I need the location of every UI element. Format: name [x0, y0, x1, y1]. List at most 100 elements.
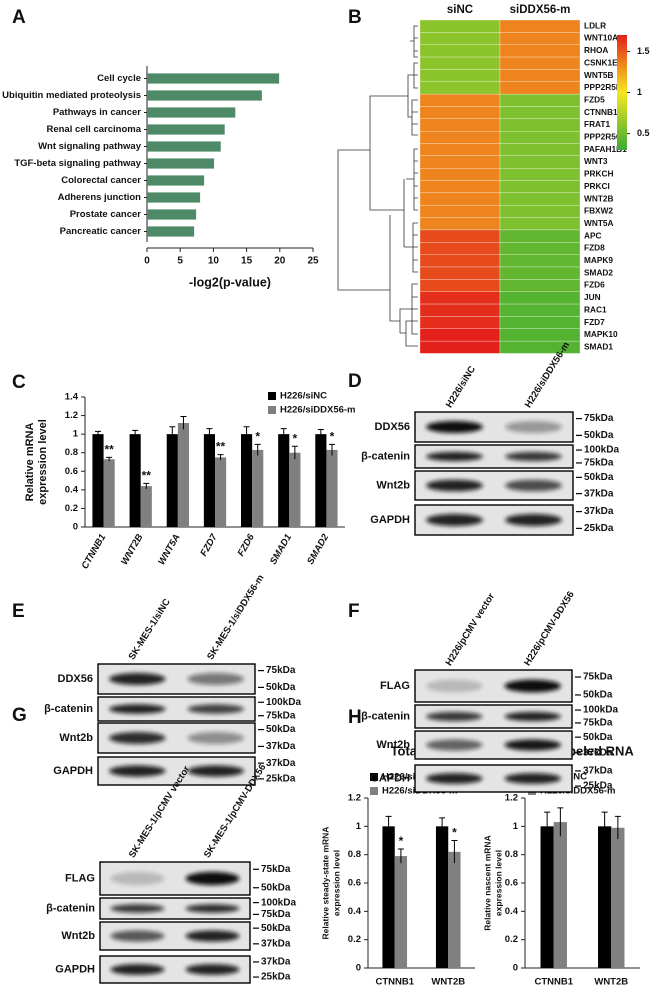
row-label: PRKCI	[584, 181, 610, 191]
marker-label: 50kDa	[583, 732, 613, 743]
row-label: PPP2R5E	[584, 82, 622, 92]
error-bar	[329, 443, 335, 456]
bar	[241, 434, 253, 527]
bar	[147, 226, 195, 237]
blot-band	[504, 711, 562, 722]
y-axis-label: Relative steady-state mRNA	[320, 827, 330, 940]
x-tick-label: CTNNB1	[534, 977, 573, 988]
significance-label: *	[452, 826, 457, 840]
heatmap-cell	[499, 316, 581, 329]
marker-label: 100kDa	[266, 697, 301, 708]
marker-label: 50kDa	[261, 923, 291, 934]
heatmap-cell	[499, 266, 581, 280]
blot-band	[110, 930, 165, 942]
marker-label: 37kDa	[583, 747, 613, 758]
y-tick-label: 0.6	[65, 466, 78, 477]
y-tick-label: 0.8	[505, 849, 518, 860]
protein-label: β-catenin	[44, 703, 93, 715]
heatmap-cell	[499, 93, 581, 107]
marker-label: 75kDa	[261, 909, 291, 920]
blot-band	[425, 679, 483, 693]
blot-strip	[414, 704, 573, 729]
x-tick-label: WNT2B	[431, 977, 465, 988]
y-tick-label: 0.2	[505, 934, 518, 945]
row-label: WNT10A	[584, 33, 618, 43]
bar	[177, 423, 189, 527]
y-tick-label: 0	[513, 963, 518, 974]
row-label: PPP2R5C	[584, 132, 622, 142]
x-tick-label: 20	[274, 256, 286, 267]
y-tick-label: 0.6	[348, 878, 361, 889]
blot-band	[426, 479, 483, 492]
protein-label: GAPDH	[55, 963, 95, 975]
protein-label: Wnt2b	[376, 739, 410, 751]
blot-band	[504, 739, 562, 751]
heatmap-cell	[499, 118, 581, 132]
row-label: FRAT1	[584, 119, 611, 129]
category-label: Pathways in cancer	[53, 107, 141, 118]
row-label: JUN	[584, 292, 601, 302]
x-tick-label: CTNNB1	[80, 532, 109, 571]
bar	[147, 107, 236, 118]
protein-label: Wnt2b	[61, 930, 95, 942]
x-tick-label: SMAD2	[305, 532, 332, 567]
blot-band	[425, 711, 483, 722]
x-tick-label: WNT5A	[156, 532, 182, 567]
row-label: LDLR	[584, 20, 606, 30]
heatmap-cell	[499, 217, 581, 231]
heatmap-cell	[499, 340, 581, 354]
blot-band	[110, 871, 165, 886]
marker-label: 25kDa	[266, 773, 296, 784]
error-bar	[397, 848, 404, 864]
colorbar-tick-label: 0.5	[637, 128, 650, 138]
heatmap-cell	[419, 106, 501, 119]
blot-band	[110, 904, 165, 913]
significance-label: **	[216, 440, 226, 454]
error-bar	[439, 817, 446, 835]
y-tick-label: 0.8	[348, 849, 361, 860]
heatmap-cell	[499, 168, 581, 181]
blot-band	[505, 451, 562, 462]
y-axis-label: Relative mRNA	[24, 423, 36, 502]
bar	[611, 827, 625, 968]
heatmap-cell	[499, 106, 581, 119]
category-label: Pancreatic cancer	[60, 226, 142, 237]
heatmap-cell	[419, 303, 501, 317]
heatmap-cell	[499, 229, 581, 243]
heatmap-cell	[499, 155, 581, 169]
heatmap-cell	[419, 168, 501, 181]
y-tick-label: 0.8	[65, 447, 78, 458]
heatmap-cell	[499, 205, 581, 218]
y-axis-label: expression level	[331, 850, 341, 916]
error-bar	[132, 429, 139, 438]
marker-label: 37kDa	[261, 957, 291, 968]
marker-label: 37kDa	[584, 488, 614, 499]
row-label: FZD5	[584, 94, 605, 104]
legend-label: H226/siNC	[280, 391, 327, 402]
row-label: SMAD1	[584, 341, 613, 351]
blot-band	[425, 739, 483, 751]
bar	[289, 452, 301, 527]
y-tick-label: 1.2	[505, 793, 518, 804]
y-tick-label: 0.2	[65, 503, 78, 514]
panel-label: F	[348, 601, 360, 622]
marker-label: 75kDa	[266, 710, 296, 721]
marker-label: 100kDa	[583, 705, 618, 716]
marker-label: 100kDa	[584, 445, 619, 456]
y-axis-label: expression level	[493, 850, 503, 916]
bar	[382, 826, 395, 968]
x-tick-label: FZD7	[198, 532, 220, 559]
marker-label: 37kDa	[261, 938, 291, 949]
blot-band	[108, 704, 166, 714]
error-bar	[95, 430, 101, 437]
y-tick-label: 1.2	[65, 410, 78, 421]
category-label: TGF-beta signaling pathway	[14, 158, 141, 169]
significance-label: *	[255, 430, 260, 444]
heatmap-cell	[419, 192, 501, 206]
bar	[553, 822, 567, 968]
blot-band	[108, 673, 166, 685]
lane-label: SK-MES-1/siDDX56-m	[205, 573, 266, 662]
blot-strip	[99, 897, 251, 920]
error-bar	[280, 428, 287, 440]
panel-label: A	[12, 7, 26, 28]
